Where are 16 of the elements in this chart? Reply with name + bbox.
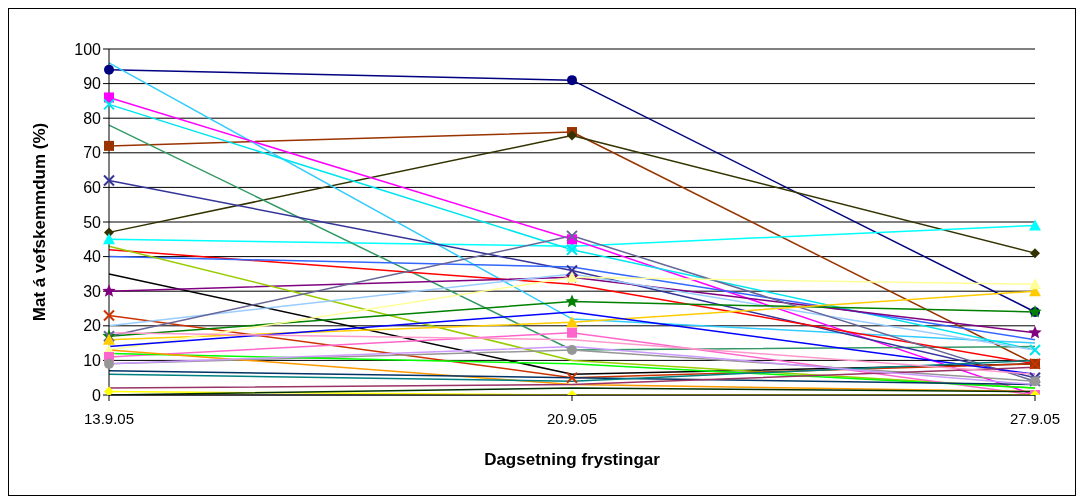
y-tick-label: 50 <box>83 213 102 231</box>
y-tick-label: 90 <box>83 75 102 93</box>
x-tick-label: 20.9.05 <box>546 409 598 427</box>
x-tick-label: 27.9.05 <box>1009 409 1061 427</box>
y-tick-label: 10 <box>83 352 102 370</box>
y-tick-label: 80 <box>83 109 102 127</box>
y-tick-label: 20 <box>83 317 102 335</box>
y-tick-label: 30 <box>83 282 102 300</box>
y-axis-title: Mat á vefskemmdum (%) <box>30 122 50 322</box>
y-tick-label: 60 <box>83 179 102 197</box>
y-tick-label: 100 <box>74 40 102 58</box>
y-tick-label: 0 <box>92 386 102 404</box>
x-axis-title: Dagsetning frystingar <box>484 450 661 469</box>
y-tick-label: 40 <box>83 248 102 266</box>
y-tick-label: 70 <box>83 144 102 162</box>
x-tick-label: 13.9.05 <box>83 409 135 427</box>
